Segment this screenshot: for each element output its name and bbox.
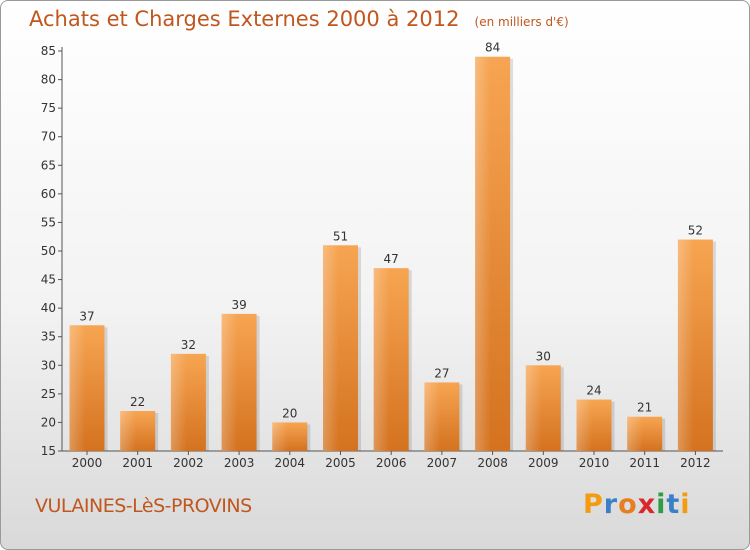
x-tick-label: 2007 — [427, 456, 458, 470]
y-tick-label: 50 — [41, 244, 56, 258]
bar-highlight — [576, 399, 593, 451]
bar-value-label: 30 — [536, 349, 551, 363]
bar-highlight — [677, 239, 694, 451]
bar-value-label: 27 — [434, 366, 449, 380]
y-tick-label: 45 — [41, 273, 56, 287]
bar-highlight — [221, 313, 238, 451]
bar-value-label: 39 — [231, 298, 246, 312]
bar-highlight — [69, 325, 86, 451]
bar-value-label: 32 — [181, 338, 196, 352]
bar-highlight — [424, 382, 441, 451]
bar-value-label: 52 — [688, 224, 703, 238]
chart-subtitle: (en milliers d'€) — [474, 15, 569, 29]
y-tick-label: 70 — [41, 130, 56, 144]
chart-title: Achats et Charges Externes 2000 à 2012 — [29, 7, 460, 31]
x-tick-label: 2004 — [275, 456, 306, 470]
bar-value-label: 51 — [333, 229, 348, 243]
bar-value-label: 21 — [637, 401, 652, 415]
y-tick-label: 15 — [41, 444, 56, 458]
x-tick-label: 2000 — [72, 456, 103, 470]
logo-letter: i — [680, 489, 691, 520]
bar-highlight — [475, 56, 491, 451]
x-tick-label: 2003 — [224, 456, 255, 470]
bar-highlight — [323, 245, 339, 451]
bar-value-label: 47 — [384, 252, 399, 266]
x-tick-label: 2006 — [376, 456, 407, 470]
x-tick-label: 2002 — [173, 456, 204, 470]
logo-letter: r — [603, 489, 619, 520]
city-name: VULAINES-LèS-PROVINS — [35, 495, 252, 517]
bar-highlight — [272, 422, 289, 451]
x-tick-label: 2008 — [477, 456, 508, 470]
bar-highlight — [525, 365, 542, 451]
y-tick-label: 60 — [41, 187, 56, 201]
y-tick-label: 75 — [41, 101, 56, 115]
bar-highlight — [170, 353, 187, 451]
y-tick-label: 85 — [41, 44, 56, 58]
y-tick-label: 35 — [41, 330, 56, 344]
bar-value-label: 24 — [586, 384, 601, 398]
x-tick-label: 2012 — [680, 456, 711, 470]
title-row: Achats et Charges Externes 2000 à 2012 (… — [29, 7, 569, 31]
y-tick-label: 25 — [41, 387, 56, 401]
bar-highlight — [627, 416, 643, 451]
y-tick-label: 20 — [41, 415, 56, 429]
logo-letter: i — [656, 489, 667, 520]
x-tick-label: 2009 — [528, 456, 559, 470]
x-tick-label: 2005 — [325, 456, 356, 470]
bar-value-label: 20 — [282, 406, 297, 420]
bar-value-label: 22 — [130, 395, 145, 409]
bar-value-label: 37 — [79, 309, 94, 323]
y-tick-label: 65 — [41, 158, 56, 172]
x-tick-label: 2001 — [122, 456, 153, 470]
y-tick-label: 40 — [41, 301, 56, 315]
y-tick-label: 30 — [41, 358, 56, 372]
x-tick-label: 2011 — [629, 456, 660, 470]
bar-highlight — [373, 268, 390, 451]
y-tick-label: 80 — [41, 73, 56, 87]
bar-value-label: 84 — [485, 41, 500, 55]
y-tick-label: 55 — [41, 215, 56, 229]
proxiti-logo[interactable]: Proxiti — [583, 489, 691, 520]
bar-highlight — [120, 411, 136, 451]
x-tick-label: 2010 — [579, 456, 610, 470]
logo-letter: o — [618, 489, 638, 520]
logo-letter: t — [666, 489, 681, 520]
logo-letter: x — [637, 489, 657, 520]
logo-letter: P — [583, 489, 604, 520]
